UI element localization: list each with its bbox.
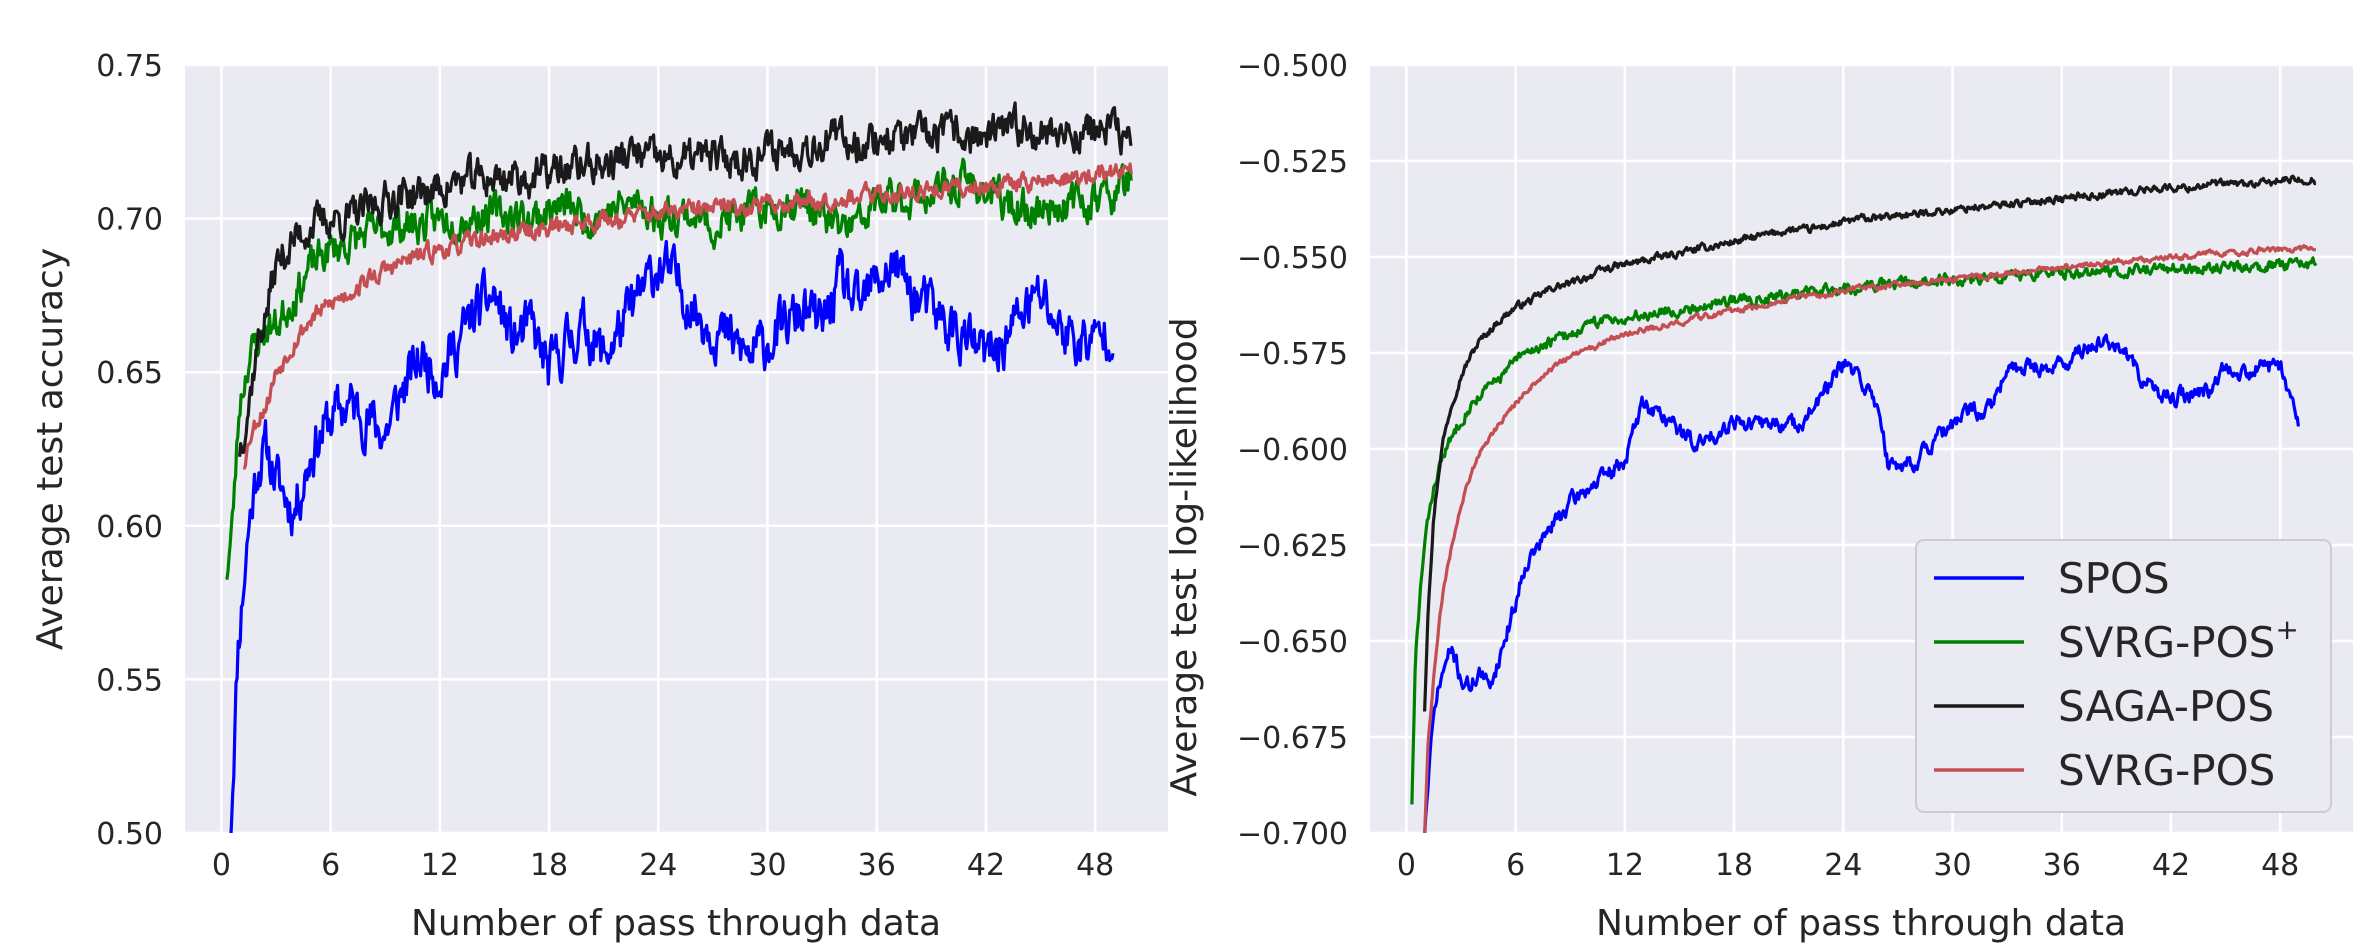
accuracy-x-axis-label: Number of pass through data [411, 903, 941, 944]
log-likelihood-y-tick-label: −0.600 [1237, 433, 1348, 468]
legend-item: SVRG-POS [1934, 746, 2275, 795]
log-likelihood-y-tick-label: −0.700 [1237, 817, 1348, 852]
log-likelihood-y-tick-label: −0.575 [1237, 337, 1348, 372]
accuracy-series-svrg-pos [242, 162, 1133, 470]
accuracy-x-tick-label: 24 [639, 848, 677, 883]
log-likelihood-x-tick-label: 48 [2261, 848, 2299, 883]
log-likelihood-series-saga-pos [1423, 174, 2317, 712]
legend-box [1915, 539, 2332, 813]
accuracy-x-tick-label: 30 [748, 848, 786, 883]
accuracy-x-tick-label: 0 [212, 848, 231, 883]
legend-item: SAGA-POS [1934, 682, 2274, 731]
log-likelihood-y-tick-label: −0.525 [1237, 145, 1348, 180]
legend-item: SPOS [1934, 554, 2170, 603]
log-likelihood-x-tick-label: 24 [1824, 848, 1862, 883]
accuracy-x-tick-label: 48 [1076, 848, 1114, 883]
legend-label: SPOS [2058, 554, 2170, 603]
accuracy-chart: 0 6 12 18 24 30 36 42 48 0.50 0.55 0.60 0.65 0.70 0.7… [30, 49, 1168, 944]
legend-label-superscript: + [2275, 613, 2298, 646]
log-likelihood-x-tick-label: 30 [1933, 848, 1971, 883]
log-likelihood-x-tick-label: 6 [1506, 848, 1525, 883]
log-likelihood-x-tick-label: 42 [2152, 848, 2190, 883]
log-likelihood-x-ticks: 0 6 12 18 24 30 36 42 48 [1397, 848, 2299, 883]
accuracy-series-saga-pos [238, 101, 1133, 457]
log-likelihood-x-tick-label: 18 [1715, 848, 1753, 883]
log-likelihood-x-tick-label: 0 [1397, 848, 1416, 883]
accuracy-x-tick-label: 42 [967, 848, 1005, 883]
legend-label: SVRG-POS+ [2058, 613, 2299, 667]
accuracy-x-tick-label: 6 [321, 848, 340, 883]
log-likelihood-chart: 0 6 12 18 24 30 36 42 48 −0.700 −0.675 −0.650 −0.62… [1164, 49, 2353, 944]
accuracy-x-tick-label: 18 [530, 848, 568, 883]
log-likelihood-y-tick-label: −0.675 [1237, 721, 1348, 756]
legend-label: SAGA-POS [2058, 682, 2274, 731]
legend: SPOS SVRG-POS+ SAGA-POS SVRG-POS [1915, 539, 2332, 813]
accuracy-y-tick-label: 0.50 [96, 817, 163, 852]
accuracy-y-tick-label: 0.75 [96, 49, 163, 84]
accuracy-y-tick-label: 0.60 [96, 510, 163, 545]
accuracy-x-tick-label: 36 [858, 848, 896, 883]
log-likelihood-x-axis-label: Number of pass through data [1596, 903, 2126, 944]
accuracy-series-group [225, 101, 1133, 833]
log-likelihood-y-tick-label: −0.500 [1237, 49, 1348, 84]
log-likelihood-y-axis-label: Average test log-likelihood [1164, 317, 1205, 796]
log-likelihood-y-tick-label: −0.625 [1237, 529, 1348, 564]
log-likelihood-series-spos [1423, 333, 2300, 833]
accuracy-grid [185, 63, 1168, 835]
accuracy-x-tick-label: 12 [421, 848, 459, 883]
accuracy-y-tick-label: 0.65 [96, 356, 163, 391]
legend-label: SVRG-POS [2058, 746, 2275, 795]
accuracy-y-ticks: 0.50 0.55 0.60 0.65 0.70 0.75 [96, 49, 163, 852]
log-likelihood-x-tick-label: 12 [1606, 848, 1644, 883]
accuracy-plot-area [185, 65, 1168, 833]
accuracy-y-axis-label: Average test accuracy [30, 248, 71, 650]
accuracy-x-ticks: 0 6 12 18 24 30 36 42 48 [212, 848, 1114, 883]
accuracy-y-tick-label: 0.55 [96, 663, 163, 698]
accuracy-y-tick-label: 0.70 [96, 203, 163, 238]
log-likelihood-y-ticks: −0.700 −0.675 −0.650 −0.625 −0.600 −0.575 −0.5… [1237, 49, 1348, 852]
log-likelihood-series-svrg-pos [1423, 244, 2317, 833]
accuracy-series-spos [229, 239, 1115, 833]
log-likelihood-series-group [1410, 174, 2318, 833]
log-likelihood-y-tick-label: −0.550 [1237, 241, 1348, 276]
log-likelihood-y-tick-label: −0.650 [1237, 625, 1348, 660]
legend-item: SVRG-POS+ [1934, 613, 2299, 667]
log-likelihood-x-tick-label: 36 [2043, 848, 2081, 883]
